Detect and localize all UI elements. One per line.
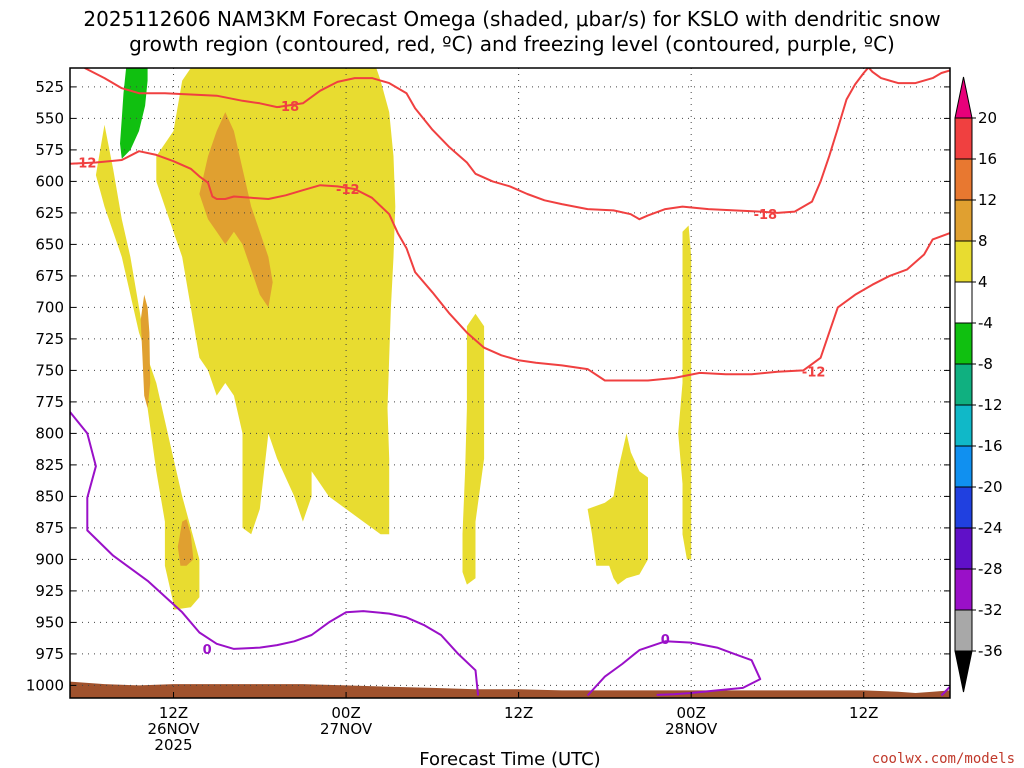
x-tick-label-3-0: 00Z [676, 704, 705, 722]
y-tick-label-12: 825 [35, 456, 64, 474]
y-tick-label-8: 725 [35, 330, 64, 348]
x-tick-label-2-0: 12Z [504, 704, 533, 722]
colorbar-bin-6 [954, 363, 973, 406]
colorbar-bin-5 [954, 322, 973, 365]
colorbar-bin-12 [954, 609, 973, 652]
dgz-contour-1 [868, 68, 950, 85]
colorbar-bin-7 [954, 404, 973, 447]
x-tick-label-3-1: 28NOV [665, 720, 718, 738]
dgz-contour-2 [70, 150, 950, 382]
y-tick-label-16: 925 [35, 582, 64, 600]
colorbar-bin-11 [954, 568, 973, 611]
chart-title-line-2: growth region (contoured, red, ºC) and f… [129, 32, 895, 56]
contour-label-3: -18 [754, 208, 778, 223]
contour-label-0: -18 [276, 100, 300, 115]
plot-frame [69, 67, 951, 699]
omega-shaded-region-1 [156, 68, 396, 535]
plot-area: -18 -12 -12 -18 -12 0 0 [70, 68, 950, 698]
colorbar-bin-9 [954, 486, 973, 529]
omega-shaded-region-6 [140, 294, 151, 409]
y-tick-label-19: 1000 [26, 676, 64, 694]
y-tick-label-10: 775 [35, 393, 64, 411]
omega-shaded-region-5 [199, 112, 273, 308]
x-tick-label-1-1: 27NOV [320, 720, 373, 738]
contour-label-1: -12 [73, 157, 97, 172]
colorbar-label-5: -4 [978, 314, 993, 332]
y-axis: 525 550 575 600 625 650 675 700 725 750 775 800 825 8… [26, 78, 950, 694]
colorbar-bin-0 [954, 117, 973, 160]
colorbar-label-10: -24 [978, 519, 1003, 537]
colorbar-label-1: 16 [978, 150, 997, 168]
colorbar-label-12: -32 [978, 601, 1003, 619]
colorbar: 20 16 12 8 4 -4 -8 -12 -16 -20 -24 -28 -32 -36 [954, 76, 1003, 693]
x-tick-label-1-0: 00Z [331, 704, 360, 722]
credit-text: coolwx.com/models [872, 751, 1015, 767]
y-tick-label-11: 800 [35, 424, 64, 442]
y-tick-label-9: 750 [35, 361, 64, 379]
y-tick-label-14: 875 [35, 519, 64, 537]
freezing-level-contour-5 [940, 686, 950, 697]
dgz-contour-0 [84, 68, 869, 221]
contour-layer [70, 68, 950, 697]
omega-shaded-region-7 [177, 519, 194, 566]
colorbar-bottom-arrow [954, 650, 973, 693]
y-tick-label-18: 975 [35, 645, 64, 663]
colorbar-label-9: -20 [978, 478, 1003, 496]
colorbar-bin-4 [954, 281, 973, 324]
contour-label-layer: -18 -12 -12 -18 -12 0 0 [73, 100, 826, 658]
colorbar-bin-1 [954, 158, 973, 201]
y-tick-label-13: 850 [35, 487, 64, 505]
omega-shading-layer [95, 68, 692, 610]
colorbar-label-6: -8 [978, 355, 993, 373]
x-axis-label: Forecast Time (UTC) [419, 749, 600, 768]
x-tick-label-4-0: 12Z [849, 704, 878, 722]
freezing-level-contour-4 [586, 640, 762, 697]
terrain-surface-layer [70, 681, 950, 698]
colorbar-bin-2 [954, 199, 973, 242]
y-tick-label-6: 675 [35, 267, 64, 285]
colorbar-label-4: 4 [978, 273, 988, 291]
colorbar-label-0: 20 [978, 109, 997, 127]
y-tick-label-3: 600 [35, 172, 64, 190]
omega-shaded-region-4 [678, 225, 692, 560]
omega-shaded-region-8 [120, 68, 148, 159]
y-tick-label-17: 950 [35, 613, 64, 631]
freezing-level-contour-3 [70, 411, 480, 696]
colorbar-label-2: 12 [978, 191, 997, 209]
x-tick-label-0-1: 26NOV [147, 720, 200, 738]
colorbar-bin-10 [954, 527, 973, 570]
terrain-surface [70, 681, 950, 698]
x-tick-label-0-2: 2025 [154, 736, 192, 754]
colorbar-label-7: -12 [978, 396, 1003, 414]
colorbar-label-11: -28 [978, 560, 1003, 578]
colorbar-top-arrow [954, 76, 973, 119]
colorbar-bin-3 [954, 240, 973, 283]
contour-label-2: -12 [336, 183, 360, 198]
omega-shaded-region-2 [462, 313, 485, 585]
y-tick-label-15: 900 [35, 550, 64, 568]
colorbar-bin-8 [954, 445, 973, 488]
contour-label-5: 0 [203, 643, 212, 658]
contour-label-6: 0 [661, 633, 670, 648]
y-tick-label-7: 700 [35, 298, 64, 316]
y-tick-label-4: 625 [35, 204, 64, 222]
contour-label-4: -12 [802, 366, 826, 381]
y-tick-label-0: 525 [35, 78, 64, 96]
y-tick-label-5: 650 [35, 235, 64, 253]
chart-title-line-1: 2025112606 NAM3KM Forecast Omega (shaded… [83, 7, 940, 31]
colorbar-label-13: -36 [978, 642, 1003, 660]
y-tick-label-1: 550 [35, 109, 64, 127]
x-tick-label-0-0: 12Z [159, 704, 188, 722]
y-tick-label-2: 575 [35, 141, 64, 159]
colorbar-label-3: 8 [978, 232, 988, 250]
colorbar-label-8: -16 [978, 437, 1003, 455]
omega-shaded-region-3 [587, 433, 648, 585]
